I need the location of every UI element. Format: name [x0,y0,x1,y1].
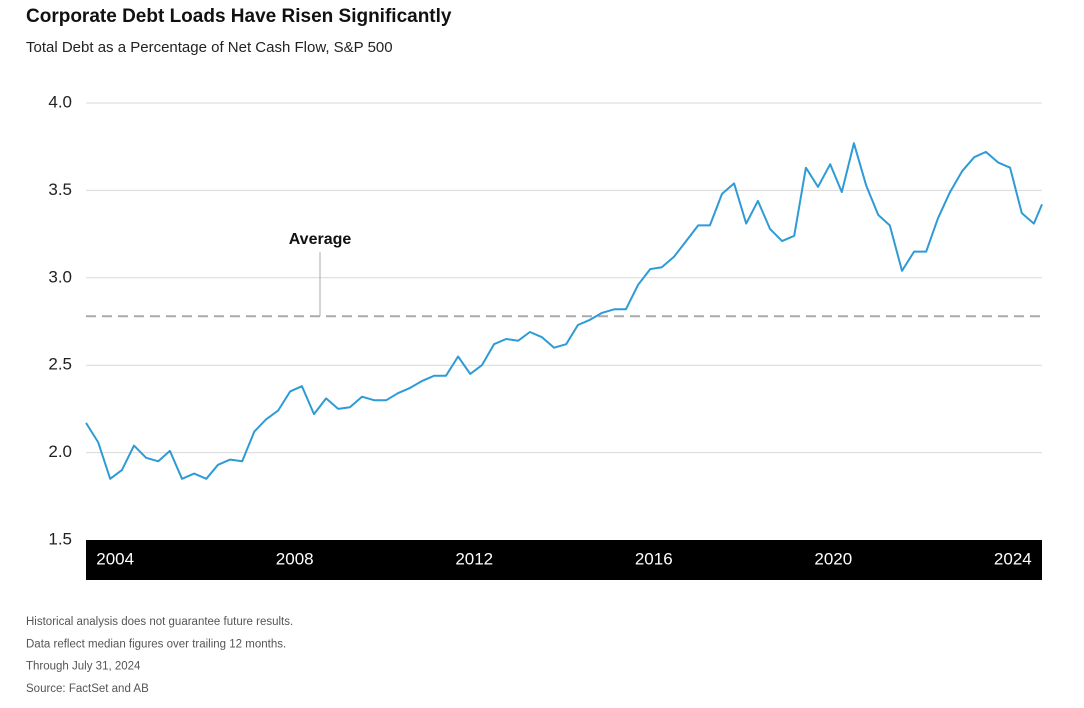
chart-title: Corporate Debt Loads Have Risen Signific… [26,6,452,27]
y-tick-label: 1.5 [48,529,72,548]
x-tick-label: 2008 [276,549,314,568]
footnote: Historical analysis does not guarantee f… [26,616,293,628]
footnote: Data reflect median figures over trailin… [26,638,286,650]
x-tick-label: 2016 [635,549,673,568]
x-tick-label: 2004 [96,549,134,568]
x-tick-label: 2024 [994,549,1032,568]
y-tick-label: 2.5 [48,355,72,374]
x-tick-label: 2020 [814,549,852,568]
average-label: Average [289,231,352,248]
footnote: Source: FactSet and AB [26,683,149,695]
data-line [85,142,1043,480]
footnote: Through July 31, 2024 [26,661,141,673]
chart-subtitle: Total Debt as a Percentage of Net Cash F… [26,39,393,56]
x-tick-label: 2012 [455,549,493,568]
x-axis-band [86,540,1042,580]
y-tick-label: 3.5 [48,180,72,199]
y-tick-label: 4.0 [48,92,72,111]
y-tick-label: 3.0 [48,267,72,286]
y-tick-label: 2.0 [48,442,72,461]
